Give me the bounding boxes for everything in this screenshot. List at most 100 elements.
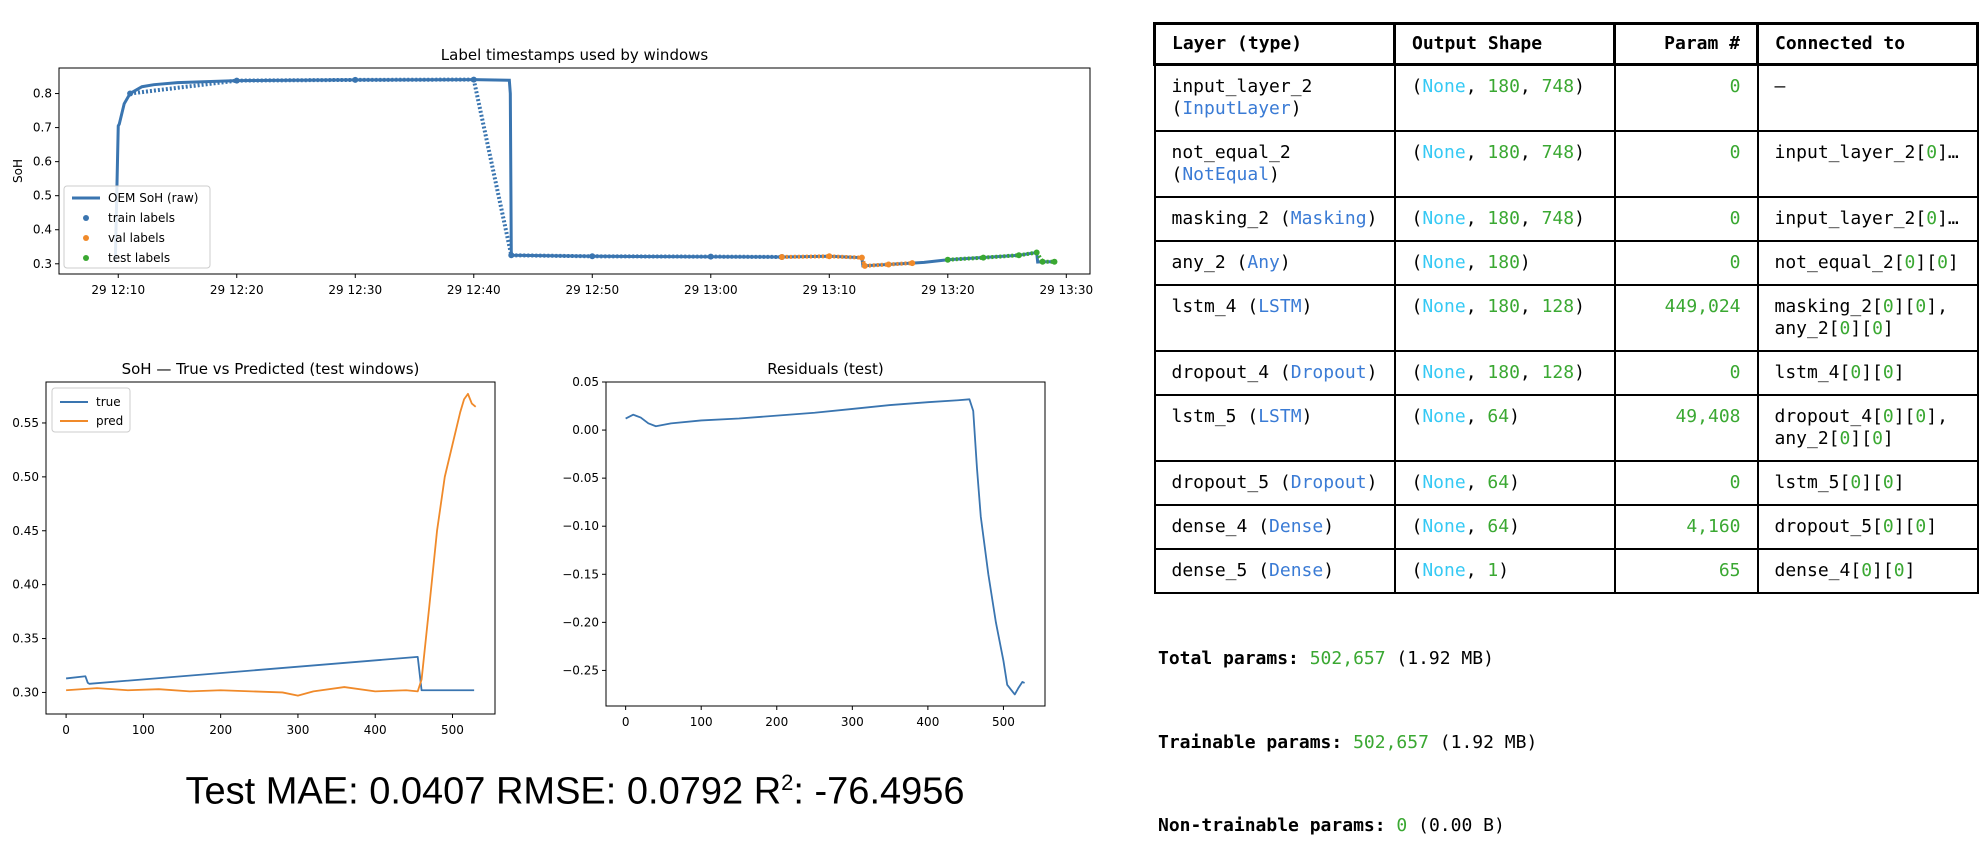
layer-type: LSTM [1258, 406, 1302, 427]
y-tick-label: 0.7 [33, 121, 52, 135]
param-count: 49,408 [1613, 394, 1759, 462]
x-tick-label: 29 12:30 [328, 283, 382, 297]
header-layer-type: Layer (type) [1153, 22, 1396, 66]
layer-name-cell: not_equal_2 (NotEqual) [1153, 130, 1396, 198]
shape-dim: None [1422, 406, 1466, 427]
conn-index: 0 [1839, 428, 1851, 449]
series-dots-test-labels [1018, 250, 1037, 258]
layer-type: Dense [1269, 516, 1324, 537]
layer-name-cell: dropout_4 (Dropout) [1153, 350, 1396, 396]
trainable-params-value: 502,657 [1353, 732, 1429, 753]
rmse-label: RMSE: [495, 770, 627, 813]
y-tick-label: 0.40 [12, 578, 39, 592]
legend-label: true [96, 395, 121, 409]
layer-name: dense_5 [1171, 560, 1248, 581]
connected-to-cell: masking_2[0][0], any_2[0][0] [1756, 284, 1979, 352]
param-count: 0 [1613, 63, 1759, 132]
conn-text: ][ [1850, 428, 1873, 449]
non-trainable-params-value: 0 [1396, 815, 1408, 836]
conn-index: 0 [1850, 472, 1862, 493]
connected-to-cell: not_equal_2[0][0] [1756, 240, 1979, 286]
x-tick-label: 0 [62, 723, 70, 737]
summary-header-row: Layer (type) Output Shape Param # Connec… [1153, 22, 1979, 66]
layer-name-cell: any_2 (Any) [1153, 240, 1396, 286]
conn-text: any_2[ [1774, 318, 1840, 339]
r2-superscript: 2 [781, 770, 794, 795]
conn-text: ][ [1915, 252, 1938, 273]
y-tick-label: −0.25 [562, 663, 599, 677]
param-count: 0 [1613, 196, 1759, 242]
y-axis-label: SoH [11, 159, 25, 183]
layer-name-cell: dense_4 (Dense) [1153, 504, 1396, 550]
series-dots-test-labels [947, 255, 984, 262]
connected-to-cell: – [1756, 63, 1979, 132]
legend-label: OEM SoH (raw) [108, 191, 198, 205]
rmse-value: 0.0792 [626, 770, 744, 813]
shape-dim: 64 [1487, 516, 1510, 537]
layer-name: any_2 [1171, 252, 1226, 273]
y-tick-label: 0.55 [12, 416, 39, 430]
conn-index: 0 [1882, 362, 1894, 383]
x-tick-label: 29 12:40 [447, 283, 501, 297]
layer-row-masking_2: masking_2 (Masking) (None, 180, 748) 0 inpu… [1153, 196, 1979, 242]
test-metrics: Test MAE: 0.0407 RMSE: 0.0792 R2: -76.49… [0, 770, 1150, 814]
conn-text: dropout_4[ [1774, 406, 1883, 427]
non-trainable-params-label: Non-trainable params: [1158, 815, 1397, 836]
y-tick-label: −0.10 [562, 519, 599, 533]
trainable-params: Trainable params: 502,657 (1.92 MB) [1158, 732, 1537, 753]
shape-dim: 128 [1541, 296, 1575, 317]
conn-text: ][ [1861, 472, 1883, 493]
conn-index: 0 [1893, 560, 1905, 581]
output-shape-cell: (None, 1) [1393, 548, 1616, 594]
point-test-labels [1051, 258, 1058, 265]
x-tick-label: 29 13:20 [921, 283, 975, 297]
summary-body: input_layer_2 (InputLayer) (None, 180, 748… [1153, 63, 1979, 594]
legend-marker-dot [83, 235, 89, 241]
y-tick-label: 0.30 [12, 685, 39, 699]
layer-type: Masking [1290, 208, 1367, 229]
conn-index: 0 [1872, 318, 1883, 339]
shape-dim: None [1422, 252, 1466, 273]
conn-index: 0 [1882, 472, 1894, 493]
conn-text: ][ [1872, 560, 1894, 581]
conn-index: 0 [1937, 252, 1948, 273]
y-tick-label: 0.3 [33, 257, 52, 271]
r2-separator: : [793, 770, 815, 813]
shape-dim: None [1422, 362, 1466, 383]
layer-row-not_equal_2: not_equal_2 (NotEqual) (None, 180, 748) 0 in… [1153, 130, 1979, 198]
series-dots-test-labels [1034, 251, 1045, 263]
shape-dim: None [1422, 472, 1466, 493]
x-tick-label: 29 13:30 [1039, 283, 1093, 297]
layer-row-dropout_5: dropout_5 (Dropout) (None, 64) 0 lstm_5[0][… [1153, 460, 1979, 506]
series-line-pred [66, 392, 477, 697]
layer-row-dropout_4: dropout_4 (Dropout) (None, 180, 128) 0 lstm… [1153, 350, 1979, 396]
layer-type: Dropout [1290, 472, 1367, 493]
conn-text: ] [1882, 428, 1894, 449]
header-param-count: Param # [1613, 22, 1759, 66]
layer-name: dense_4 [1171, 516, 1248, 537]
mae-value: 0.0407 [369, 770, 486, 813]
plot-frame [58, 67, 1091, 275]
param-count: 0 [1613, 130, 1759, 198]
connected-to-cell: lstm_4[0][0] [1756, 350, 1979, 396]
conn-index: 0 [1904, 252, 1916, 273]
y-tick-label: 0.50 [12, 470, 39, 484]
conn-text: ][ [1893, 406, 1916, 427]
y-tick-label: 0.4 [33, 223, 52, 237]
shape-dim: None [1422, 142, 1466, 163]
shape-dim: None [1422, 76, 1466, 97]
series-line-true [65, 655, 475, 692]
shape-dim: 180 [1487, 76, 1520, 97]
layer-row-any_2: any_2 (Any) (None, 180) 0 not_equal_2[0][0] [1153, 240, 1979, 286]
plot-frame [605, 381, 1046, 707]
shape-dim: 180 [1487, 296, 1520, 317]
legend-marker-dot [83, 255, 89, 261]
series-dots-val-labels [829, 254, 862, 260]
conn-text: lstm_4[ [1774, 362, 1851, 383]
conn-index: 0 [1915, 406, 1927, 427]
conn-text: ][ [1861, 362, 1883, 383]
x-tick-label: 100 [132, 723, 155, 737]
shape-dim: 180 [1487, 208, 1520, 229]
series-dots-test-labels [983, 253, 1020, 260]
x-tick-label: 300 [286, 723, 309, 737]
